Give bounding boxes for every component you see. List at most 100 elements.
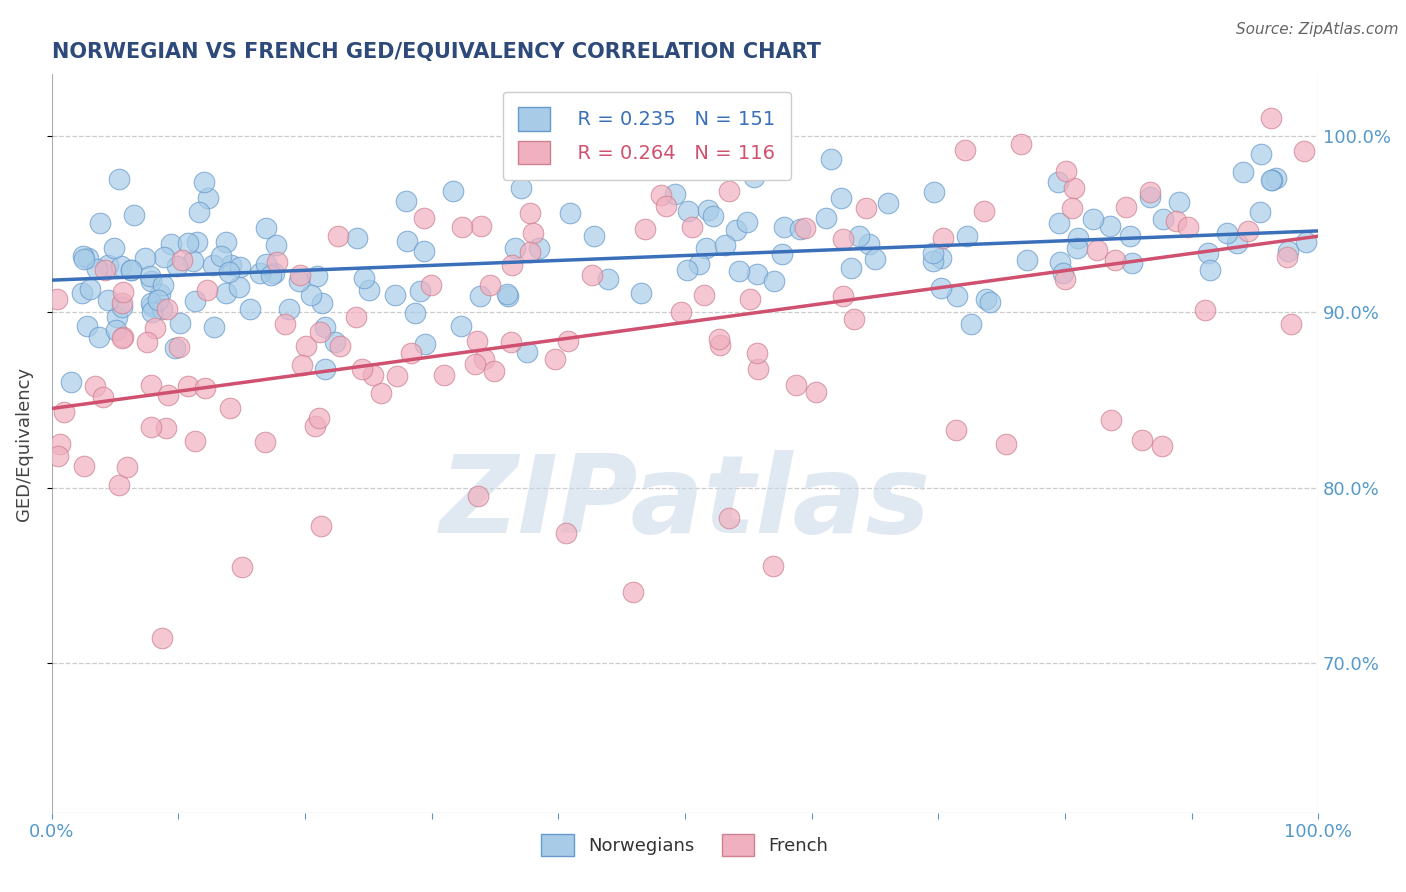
Point bbox=[509, 181, 531, 195]
Point bbox=[141, 274, 163, 288]
Point bbox=[1052, 266, 1074, 280]
Point bbox=[484, 364, 506, 378]
Point bbox=[1232, 165, 1254, 179]
Point bbox=[139, 420, 162, 434]
Point bbox=[105, 310, 128, 324]
Point bbox=[832, 232, 855, 246]
Point bbox=[79, 282, 101, 296]
Point bbox=[194, 381, 217, 395]
Point bbox=[76, 319, 98, 334]
Point bbox=[973, 204, 995, 219]
Point bbox=[433, 368, 456, 382]
Point bbox=[229, 260, 252, 274]
Point bbox=[922, 254, 945, 268]
Point bbox=[785, 378, 807, 392]
Point bbox=[73, 252, 96, 267]
Point bbox=[1063, 181, 1085, 195]
Point bbox=[876, 196, 898, 211]
Point bbox=[136, 335, 159, 350]
Point bbox=[1130, 434, 1153, 448]
Point bbox=[441, 184, 464, 198]
Point bbox=[141, 304, 163, 318]
Point bbox=[150, 631, 173, 645]
Point bbox=[1250, 146, 1272, 161]
Point bbox=[253, 435, 276, 450]
Point bbox=[274, 317, 297, 331]
Point bbox=[260, 268, 283, 282]
Point bbox=[396, 234, 419, 248]
Point bbox=[496, 289, 519, 303]
Point bbox=[634, 222, 657, 236]
Point bbox=[308, 411, 330, 425]
Point bbox=[395, 194, 418, 209]
Point bbox=[516, 345, 538, 359]
Point bbox=[1260, 173, 1282, 187]
Point bbox=[111, 285, 134, 300]
Point bbox=[697, 203, 720, 218]
Point bbox=[924, 185, 946, 199]
Point bbox=[413, 337, 436, 351]
Point bbox=[353, 271, 375, 285]
Point bbox=[650, 187, 672, 202]
Point bbox=[385, 369, 408, 384]
Point bbox=[1099, 412, 1122, 426]
Point bbox=[412, 244, 434, 259]
Point bbox=[148, 293, 170, 308]
Text: ZIPatlas: ZIPatlas bbox=[440, 450, 931, 556]
Point bbox=[139, 378, 162, 392]
Point bbox=[1260, 112, 1282, 126]
Point bbox=[1015, 252, 1038, 267]
Point bbox=[219, 258, 242, 272]
Point bbox=[139, 268, 162, 283]
Point bbox=[120, 262, 142, 277]
Point bbox=[678, 203, 700, 218]
Point bbox=[420, 277, 443, 292]
Point bbox=[111, 295, 134, 310]
Point bbox=[931, 281, 953, 295]
Point bbox=[1121, 256, 1143, 270]
Point bbox=[97, 258, 120, 272]
Point bbox=[111, 331, 134, 345]
Point bbox=[177, 235, 200, 250]
Point bbox=[184, 434, 207, 448]
Point bbox=[278, 302, 301, 317]
Point bbox=[742, 169, 765, 184]
Point bbox=[152, 277, 174, 292]
Legend:   R = 0.235   N = 151,   R = 0.264   N = 116: R = 0.235 N = 151, R = 0.264 N = 116 bbox=[503, 92, 792, 180]
Point bbox=[717, 511, 740, 525]
Point bbox=[688, 257, 710, 271]
Point bbox=[249, 266, 271, 280]
Point bbox=[1115, 201, 1137, 215]
Point bbox=[169, 316, 191, 330]
Point bbox=[107, 172, 129, 186]
Point bbox=[183, 294, 205, 309]
Point bbox=[558, 206, 581, 220]
Point bbox=[111, 300, 134, 314]
Point bbox=[1216, 226, 1239, 240]
Point bbox=[288, 268, 311, 282]
Point bbox=[830, 191, 852, 205]
Point bbox=[53, 404, 76, 418]
Point bbox=[46, 450, 69, 464]
Point bbox=[177, 378, 200, 392]
Point bbox=[1104, 253, 1126, 268]
Point bbox=[621, 584, 644, 599]
Point bbox=[858, 237, 880, 252]
Point bbox=[503, 241, 526, 255]
Point bbox=[149, 287, 172, 301]
Point bbox=[519, 206, 541, 220]
Point bbox=[713, 238, 735, 252]
Point bbox=[735, 215, 758, 229]
Point bbox=[1152, 211, 1174, 226]
Point bbox=[108, 477, 131, 491]
Point bbox=[77, 251, 100, 265]
Point bbox=[218, 265, 240, 279]
Point bbox=[555, 526, 578, 541]
Point bbox=[201, 258, 224, 272]
Point bbox=[1047, 175, 1070, 189]
Point bbox=[361, 368, 384, 382]
Point bbox=[155, 420, 177, 434]
Point bbox=[1060, 201, 1083, 215]
Point bbox=[522, 226, 544, 240]
Point bbox=[370, 385, 392, 400]
